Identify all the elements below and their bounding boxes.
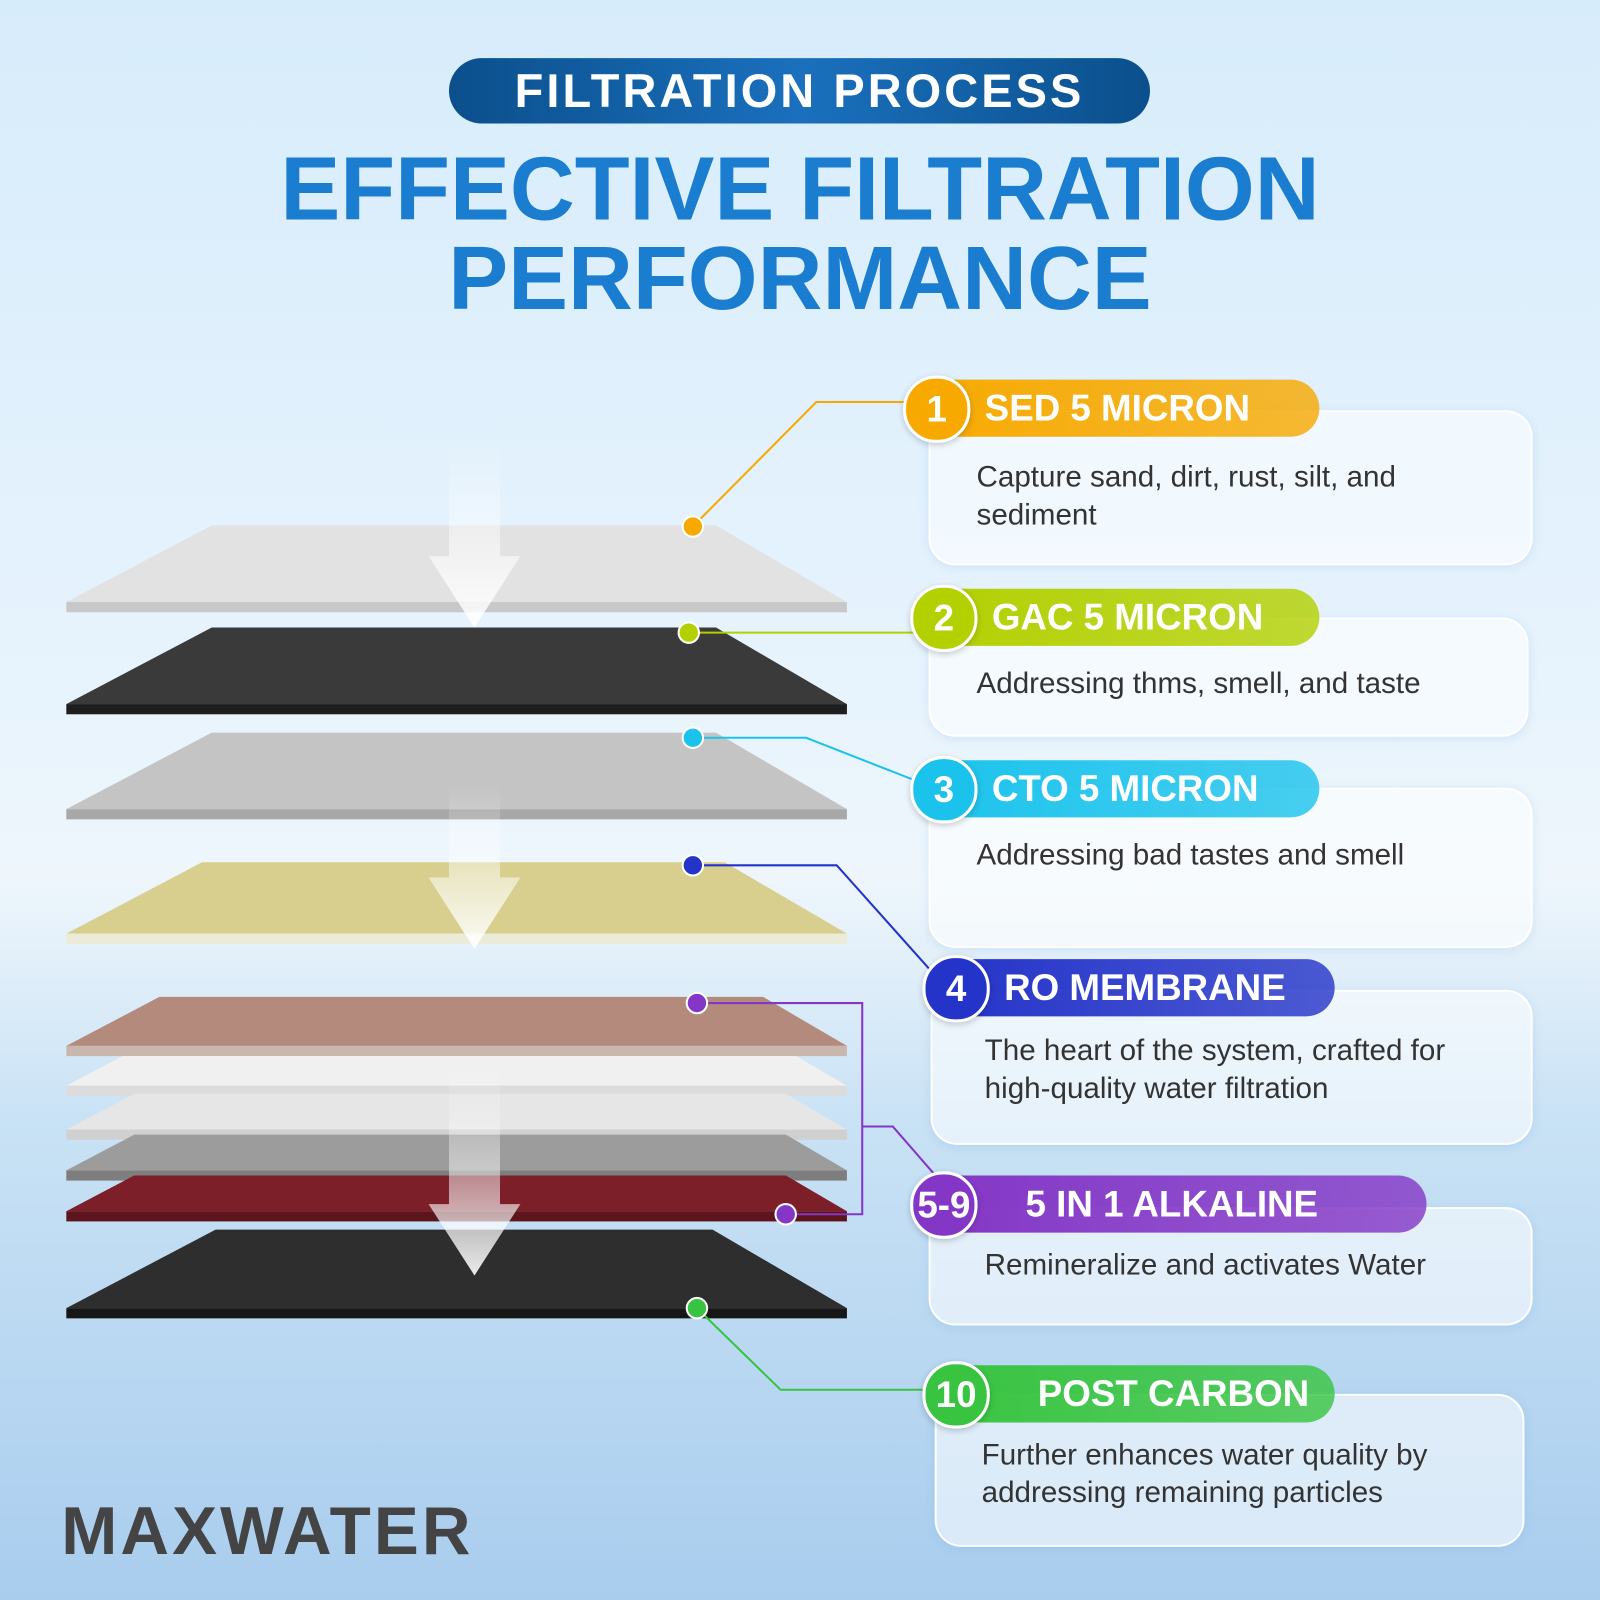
stage-pill: 3 CTO 5 MICRON (910, 756, 1320, 824)
callout-dot (681, 515, 705, 538)
callout-line (696, 1307, 939, 1391)
stage-number: 10 (922, 1361, 990, 1429)
stage-description: Further enhances water quality by addres… (981, 1438, 1428, 1510)
title-line: PERFORMANCE (448, 227, 1152, 329)
stage-name: POST CARBON (1037, 1372, 1310, 1415)
layer-edge (66, 933, 847, 944)
arrow (428, 438, 521, 628)
stage-pill: 10 POST CARBON (922, 1361, 1335, 1429)
badge: FILTRATION PROCESS (448, 58, 1150, 124)
layer-edge (66, 704, 847, 715)
callout-dot (677, 621, 700, 644)
layer-top (66, 996, 847, 1046)
flow-arrows (428, 438, 521, 1276)
brand-logo: MAXWATER (61, 1492, 474, 1569)
callout-lines (677, 401, 940, 1391)
layer-top (66, 627, 847, 705)
callout-line (692, 401, 919, 528)
stage-pill: 4 RO MEMBRANE (922, 955, 1335, 1023)
stage-name: SED 5 MICRON (984, 386, 1251, 429)
stage-name: GAC 5 MICRON (991, 595, 1264, 638)
arrow (428, 785, 521, 949)
stage-description: Remineralize and activates Water (984, 1248, 1427, 1282)
stage-pill: 5-9 5 IN 1 ALKALINE (910, 1171, 1427, 1239)
stage-number: 3 (910, 756, 978, 824)
callout-dot (685, 991, 709, 1015)
callout-dot (681, 854, 705, 877)
callout-line (692, 864, 940, 981)
stage-description: Addressing thms, smell, and taste (976, 667, 1421, 700)
stage-number: 4 (922, 955, 990, 1023)
callout-line (696, 1002, 935, 1216)
stage-description: The heart of the system, crafted for hig… (984, 1034, 1446, 1106)
stage-number: 2 (910, 584, 978, 653)
stage-number: 5-9 (910, 1171, 978, 1239)
layer-edge (66, 602, 847, 613)
stage-name: 5 IN 1 ALKALINE (1025, 1182, 1319, 1225)
callout-dot (685, 1296, 709, 1320)
title-line: EFFECTIVE FILTRATION (280, 137, 1320, 239)
stage-description: Capture sand, dirt, rust, silt, and sedi… (976, 461, 1396, 532)
stage-description: Addressing bad tastes and smell (976, 838, 1405, 872)
stage-number: 1 (903, 375, 971, 443)
callout-line (692, 736, 929, 787)
layer-top (66, 1229, 847, 1309)
stage-pill: 2 GAC 5 MICRON (910, 584, 1320, 653)
arrow (428, 1061, 521, 1276)
callout-dot (681, 726, 705, 749)
layer-edge (66, 1045, 847, 1057)
callout-dot (774, 1203, 797, 1226)
stage-name: CTO 5 MICRON (991, 767, 1259, 810)
layer-top (66, 732, 847, 810)
layer-edge (66, 1308, 847, 1319)
stage-pill: 1 SED 5 MICRON (903, 375, 1320, 443)
stage-name: RO MEMBRANE (1004, 966, 1286, 1009)
